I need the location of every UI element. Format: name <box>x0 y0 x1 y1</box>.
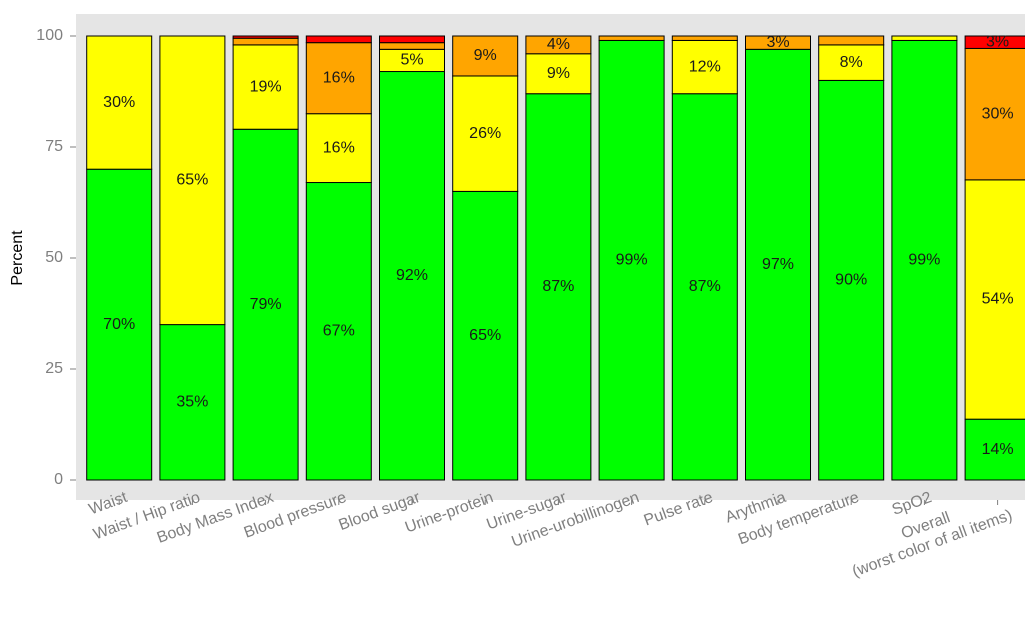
bar-segment <box>305 113 372 184</box>
bar-segment <box>818 35 885 46</box>
data-label: 79% <box>250 296 282 313</box>
data-label: 9% <box>474 47 497 64</box>
data-label: 8% <box>840 54 863 71</box>
bar-segment <box>232 35 299 39</box>
data-label: 26% <box>469 125 501 142</box>
bar-segment <box>525 53 592 95</box>
bar-segment <box>159 324 226 481</box>
data-label: 87% <box>689 278 721 295</box>
bar-segment <box>598 35 665 41</box>
data-label: 92% <box>396 267 428 284</box>
bar-segment <box>305 42 372 115</box>
bar-segment <box>379 71 445 481</box>
bar-segment <box>232 44 299 130</box>
y-tick-label: 75 <box>45 138 63 155</box>
data-label: 70% <box>103 316 135 333</box>
bar-segment <box>818 44 885 81</box>
data-label: 9% <box>547 65 570 82</box>
bar-segment <box>452 75 519 192</box>
bar-segment <box>671 93 738 481</box>
data-label: 3% <box>986 33 1009 50</box>
bar-segment <box>525 35 592 55</box>
bar-segment <box>818 79 885 481</box>
data-label: 90% <box>835 271 867 288</box>
y-tick-label: 50 <box>45 249 63 266</box>
bar-segment <box>86 168 153 481</box>
data-label: 67% <box>323 322 355 339</box>
bar-segment <box>671 35 738 41</box>
bar-segment <box>745 48 811 481</box>
bar-segment <box>452 190 519 481</box>
data-label: 65% <box>469 327 501 344</box>
data-label: 99% <box>908 251 940 268</box>
data-label: 4% <box>547 36 570 53</box>
bar-segment <box>964 418 1025 481</box>
bar-segment <box>232 128 299 481</box>
bar-segment <box>379 42 445 50</box>
bar-segment <box>671 39 738 95</box>
bar-segment <box>964 179 1025 420</box>
data-label: 30% <box>103 94 135 111</box>
data-label: 14% <box>982 441 1014 458</box>
bar-segment <box>305 35 372 44</box>
data-label: 12% <box>689 58 721 75</box>
bar-segment <box>525 93 592 481</box>
y-tick-label: 100 <box>36 27 63 44</box>
data-label: 30% <box>982 105 1014 122</box>
bar-segment <box>379 35 445 44</box>
data-label: 54% <box>982 291 1014 308</box>
bar-segment <box>598 39 665 481</box>
bar-segment <box>745 35 811 50</box>
bar-segment <box>891 35 958 41</box>
data-label: 19% <box>250 78 282 95</box>
y-tick-label: 25 <box>45 360 63 377</box>
bar-segment <box>232 37 299 46</box>
data-label: 3% <box>766 34 789 51</box>
data-label: 97% <box>762 256 794 273</box>
data-label: 87% <box>542 278 574 295</box>
data-label: 5% <box>400 52 423 69</box>
data-label: 99% <box>616 251 648 268</box>
data-label: 16% <box>323 139 355 156</box>
bar-segment <box>964 35 1025 49</box>
data-label: 65% <box>176 172 208 189</box>
y-axis-title: Percent <box>9 230 26 286</box>
bar-segment <box>305 182 372 481</box>
data-label: 16% <box>323 69 355 86</box>
y-tick-label: 0 <box>54 471 63 488</box>
bar-segment <box>86 35 153 170</box>
data-label: 35% <box>176 394 208 411</box>
bar-segment <box>159 35 226 326</box>
bar-segment <box>452 35 519 77</box>
